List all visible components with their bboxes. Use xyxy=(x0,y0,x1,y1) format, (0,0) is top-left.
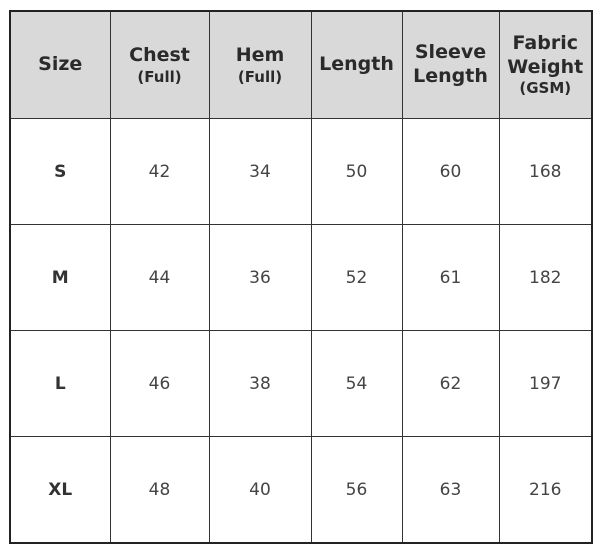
value-cell: 36 xyxy=(208,224,312,331)
column-subtitle: (Full) xyxy=(137,67,182,86)
size-chart-table: Size Chest (Full) Hem (Full) Length Sleeve Len… xyxy=(9,10,593,544)
value-cell: 54 xyxy=(310,330,403,437)
value-cell: 60 xyxy=(401,118,500,225)
column-title: Length xyxy=(319,53,394,76)
column-header: Size xyxy=(9,10,111,119)
column-subtitle: (GSM) xyxy=(519,79,572,98)
value-cell: 50 xyxy=(310,118,403,225)
column-title: Chest xyxy=(129,43,190,66)
value-cell: 216 xyxy=(498,436,593,544)
size-cell: XL xyxy=(9,436,111,544)
size-cell: L xyxy=(9,330,111,437)
value-cell: 34 xyxy=(208,118,312,225)
value-cell: 38 xyxy=(208,330,312,437)
value-cell: 168 xyxy=(498,118,593,225)
column-header: Length xyxy=(310,10,403,119)
value-cell: 44 xyxy=(109,224,210,331)
value-cell: 46 xyxy=(109,330,210,437)
column-title: Hem xyxy=(235,43,285,66)
value-cell: 62 xyxy=(401,330,500,437)
table-row: L 46 38 54 62 197 xyxy=(9,330,593,437)
value-cell: 197 xyxy=(498,330,593,437)
table-row: XL 48 40 56 63 216 xyxy=(9,436,593,544)
value-cell: 42 xyxy=(109,118,210,225)
column-header: Chest (Full) xyxy=(109,10,210,119)
column-header: Fabric Weight (GSM) xyxy=(498,10,593,119)
table-row: M 44 36 52 61 182 xyxy=(9,224,593,331)
table-row: S 42 34 50 60 168 xyxy=(9,118,593,225)
column-header: Sleeve Length xyxy=(401,10,500,119)
column-header: Hem (Full) xyxy=(208,10,312,119)
column-subtitle: (Full) xyxy=(237,67,283,86)
value-cell: 61 xyxy=(401,224,500,331)
value-cell: 52 xyxy=(310,224,403,331)
value-cell: 56 xyxy=(310,436,403,544)
size-cell: M xyxy=(9,224,111,331)
value-cell: 40 xyxy=(208,436,312,544)
value-cell: 63 xyxy=(401,436,500,544)
value-cell: 182 xyxy=(498,224,593,331)
header-row: Size Chest (Full) Hem (Full) Length Sleeve Len… xyxy=(9,10,593,119)
column-title: Sleeve Length xyxy=(413,41,488,87)
size-cell: S xyxy=(9,118,111,225)
column-title: Fabric Weight xyxy=(507,31,584,78)
value-cell: 48 xyxy=(109,436,210,544)
column-title: Size xyxy=(38,53,83,76)
